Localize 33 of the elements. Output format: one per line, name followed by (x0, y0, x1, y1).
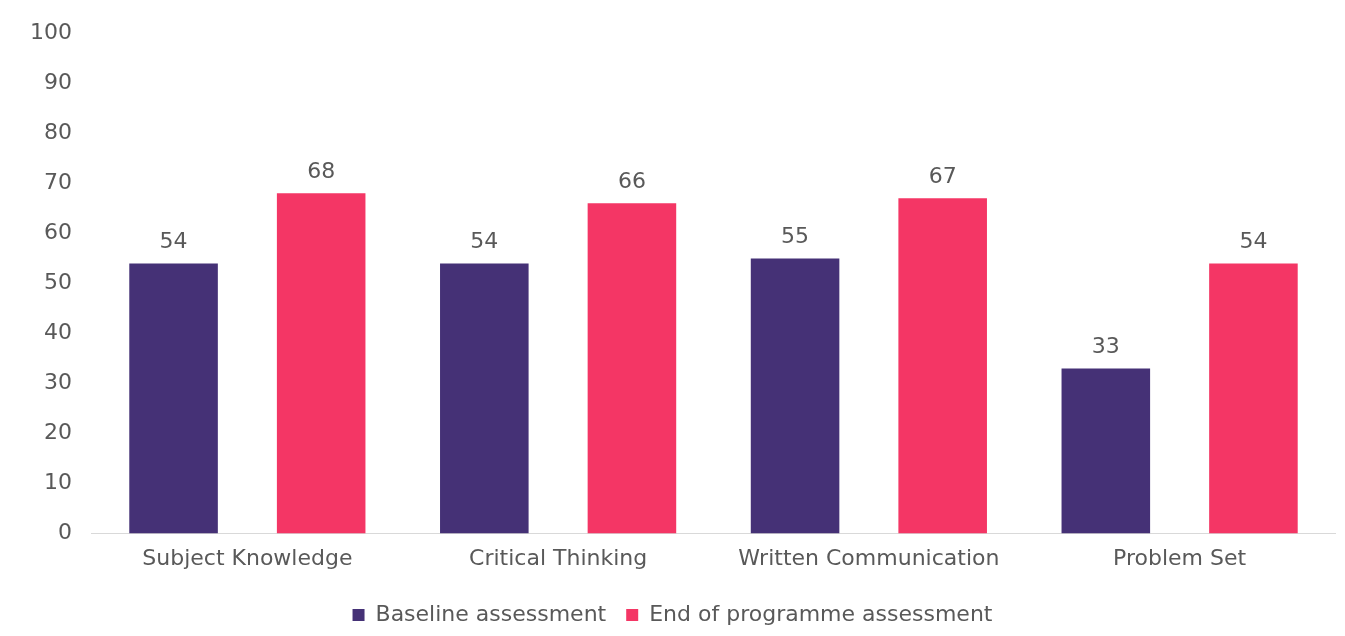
bar (587, 203, 677, 534)
bar (129, 263, 218, 534)
y-tick-label: 40 (43, 319, 72, 345)
data-label: 54 (1239, 228, 1268, 254)
y-tick-label: 70 (43, 169, 72, 195)
bar (1209, 263, 1298, 534)
legend-label: End of programme assessment (649, 600, 993, 626)
bar (276, 193, 366, 534)
data-label: 66 (617, 168, 646, 194)
x-tick-label: Problem Set (1113, 544, 1247, 570)
y-tick-label: 90 (43, 68, 72, 94)
y-tick-label: 0 (57, 519, 72, 545)
data-label: 54 (159, 228, 188, 254)
bar (750, 258, 840, 534)
bar (440, 263, 529, 534)
data-label: 55 (781, 223, 810, 249)
y-tick-label: 60 (43, 219, 72, 245)
bar (898, 198, 987, 534)
y-tick-label: 10 (43, 469, 72, 495)
data-label: 54 (470, 228, 499, 254)
legend-label: Baseline assessment (375, 600, 607, 626)
data-label: 67 (928, 163, 957, 189)
y-tick-label: 50 (43, 269, 72, 295)
x-tick-label: Written Communication (738, 544, 1000, 570)
y-tick-label: 80 (43, 119, 72, 144)
y-tick-label: 100 (29, 18, 72, 44)
y-tick-label: 30 (43, 369, 72, 395)
bar (1061, 368, 1151, 534)
data-label: 68 (307, 158, 336, 184)
data-label: 33 (1091, 333, 1120, 359)
y-tick-label: 20 (43, 419, 72, 445)
x-tick-label: Subject Knowledge (142, 544, 353, 570)
x-tick-label: Critical Thinking (469, 544, 648, 570)
